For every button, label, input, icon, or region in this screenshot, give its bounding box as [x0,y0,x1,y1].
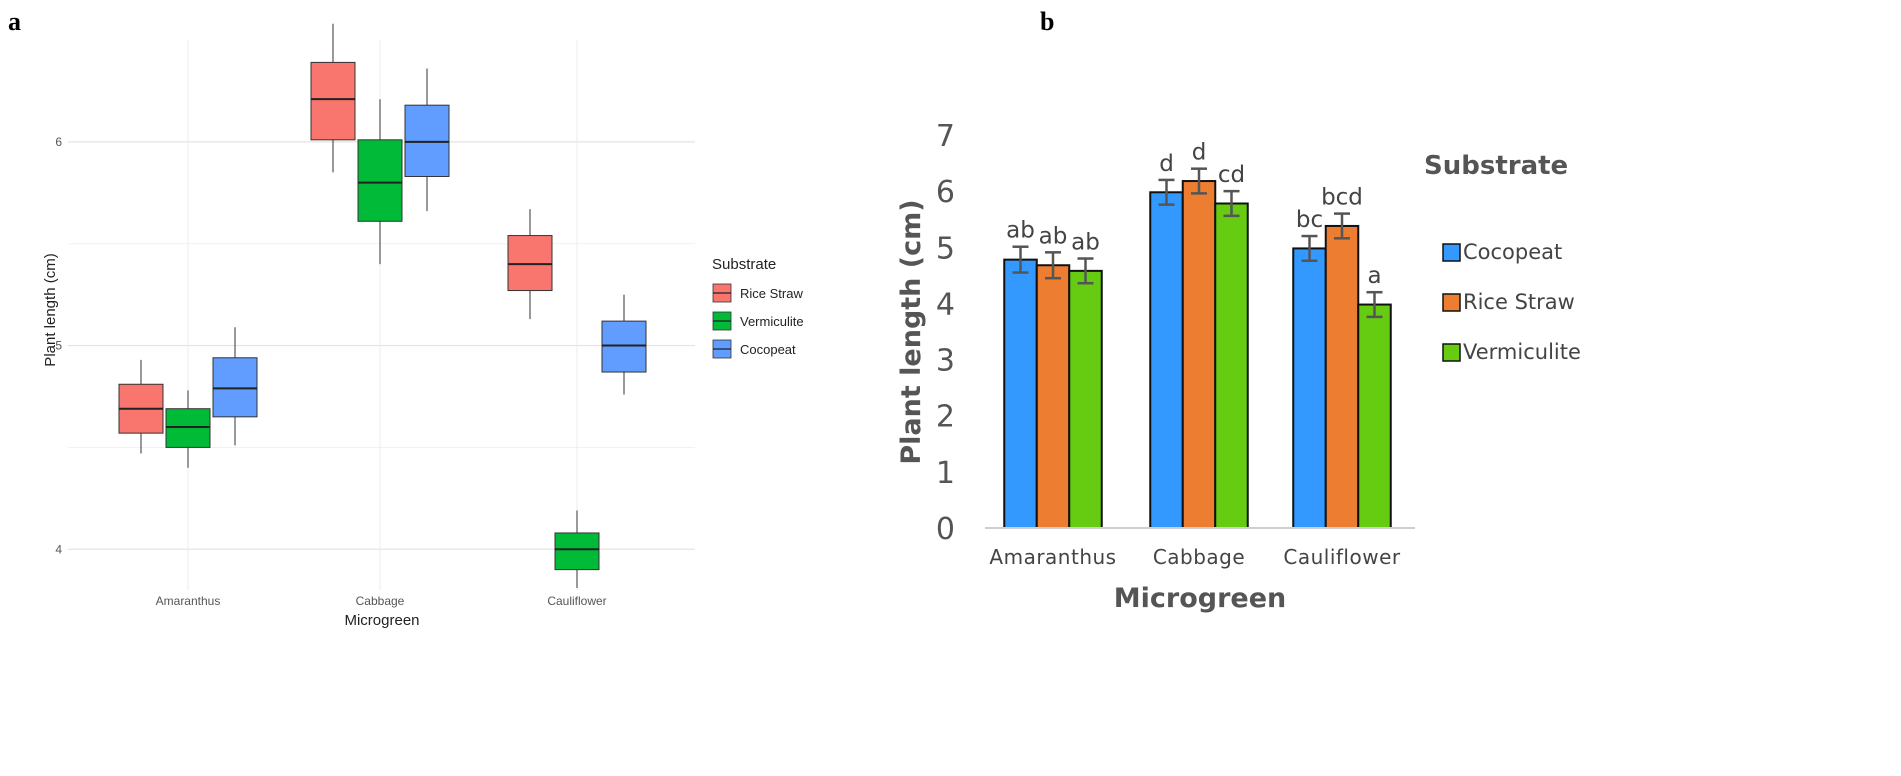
x-tick-label: Cabbage [356,594,405,608]
box-body [404,104,450,177]
significance-label: cd [1218,162,1245,188]
error-bar-rice-straw-cauliflower [1334,212,1350,240]
error-bar-cocopeat-amaranthus [1012,245,1029,274]
significance-label: d [1192,140,1207,166]
x-tick-label: Amaranthus [156,594,221,608]
x-axis-title: Microgreen [1114,583,1286,614]
y-axis-title: Plant length (cm) [42,253,59,366]
y-tick-label: 0 [936,512,955,547]
legend-item-vermiculite: Vermiculite [1442,340,1581,364]
box-cocopeat-cauliflower [601,294,647,395]
box-rice-straw-cauliflower [507,209,553,320]
legend-item-rice-straw: Rice Straw [1442,290,1575,314]
significance-label: ab [1006,218,1035,244]
box-cocopeat-amaranthus [212,327,258,446]
y-tick-label: 5 [936,231,955,266]
x-tick-label: Cauliflower [547,594,606,608]
y-axis-title: Plant length (cm) [896,199,927,464]
bar-rice-straw-amaranthus [1035,264,1071,529]
legend-item-cocopeat: Cocopeat [712,339,796,359]
significance-label: d [1159,151,1174,177]
legend-title: Substrate [1424,151,1568,181]
bar-vermiculite-cabbage [1214,202,1249,529]
box-body [212,357,258,418]
error-bar-cocopeat-cauliflower [1301,234,1318,263]
panel-a-boxplot: 4 5 6 Amaranthus Cabbage Cauliflower Microgree… [42,23,804,629]
error-bar-rice-straw-cabbage [1191,167,1207,195]
significance-label: bc [1296,207,1323,233]
x-tick-label: Cabbage [1153,545,1245,569]
box-vermiculite-amaranthus [165,390,211,468]
box-body [310,61,356,141]
y-tick-label: 4 [936,287,955,322]
y-tick-label: 5 [55,339,62,353]
error-bar-rice-straw-amaranthus [1045,251,1061,280]
panel-b-barchart: 0 1 2 3 4 5 6 7 ab d bc ab d bcd ab cd a Amaranthus Cabbag… [896,119,1581,614]
legend-label: Rice Straw [1463,290,1575,314]
legend-item-rice-straw: Rice Straw [712,283,803,303]
panel-label-b: b [1040,7,1054,36]
box-rice-straw-cabbage [310,23,356,173]
y-tick-label: 4 [55,542,62,556]
bar-rice-straw-cauliflower [1324,224,1360,530]
significance-label: bcd [1321,185,1363,211]
error-bar-vermiculite-cabbage [1223,189,1240,218]
bar-rice-straw-cabbage [1181,180,1217,529]
y-tick-label: 7 [936,119,955,154]
bar-cocopeat-amaranthus [1003,258,1038,529]
box-cocopeat-cabbage [404,68,450,212]
bar-vermiculite-amaranthus [1068,269,1103,529]
box-vermiculite-cabbage [357,99,403,265]
error-bar-cocopeat-cabbage [1158,178,1175,206]
x-tick-label: Amaranthus [989,545,1116,569]
legend-label: Vermiculite [740,314,804,329]
legend-item-cocopeat: Cocopeat [1442,240,1562,264]
legend-label: Rice Straw [740,286,803,301]
bar-cocopeat-cauliflower [1292,247,1327,529]
x-axis-title: Microgreen [344,612,419,629]
significance-label: ab [1071,230,1100,256]
significance-label: ab [1039,223,1068,249]
y-tick-label: 1 [936,456,955,491]
legend-title: Substrate [712,256,776,273]
legend-label: Vermiculite [1463,340,1581,364]
error-bar-vermiculite-amaranthus [1077,257,1094,285]
box-rice-straw-amaranthus [118,359,164,454]
legend-label: Cocopeat [740,342,796,357]
bar-cocopeat-cabbage [1149,191,1184,529]
box-body [357,139,403,222]
legend-swatch [1442,293,1461,312]
box-vermiculite-cauliflower [554,510,600,588]
panel-label-a: a [8,7,21,36]
y-tick-label: 6 [936,175,955,210]
bar-vermiculite-cauliflower [1357,303,1392,529]
x-tick-label: Cauliflower [1283,545,1401,569]
legend-item-vermiculite: Vermiculite [712,311,804,331]
box-body [601,320,647,373]
significance-label: a [1367,263,1381,289]
box-body [554,532,600,571]
legend-label: Cocopeat [1463,240,1562,264]
legend-swatch [1442,243,1461,262]
box-body [507,235,553,292]
legend-swatch [1442,343,1461,362]
y-tick-label: 6 [55,135,62,149]
box-body [165,408,211,448]
error-bar-vermiculite-cauliflower [1366,290,1383,319]
y-tick-label: 2 [936,400,955,435]
y-tick-label: 3 [936,344,955,379]
